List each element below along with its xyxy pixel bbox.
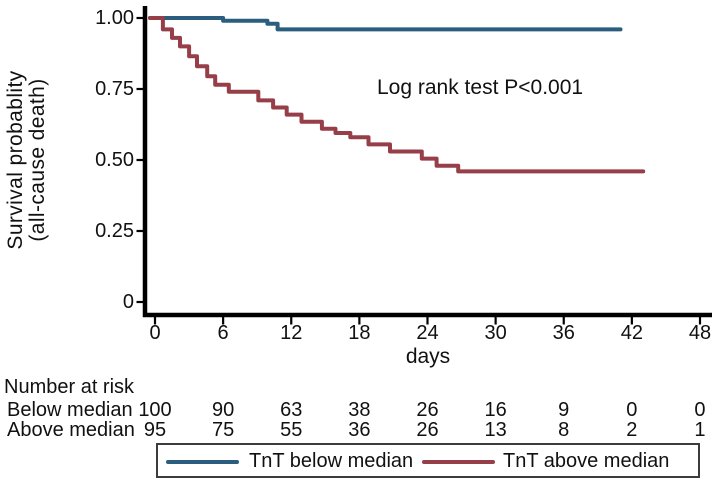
legend-label-tnt-above-median: TnT above median [503, 450, 670, 472]
risk-value: 63 [280, 399, 303, 421]
risk-table-header: Number at risk [4, 376, 135, 398]
y-axis-title-line2: (all-cause death) [26, 78, 49, 242]
survival-curve-tnt-above-median [148, 16, 646, 174]
risk-value: 36 [348, 419, 371, 441]
legend-swatch-tnt-above-median [422, 460, 495, 464]
risk-value: 75 [211, 419, 235, 441]
x-tick-label: 18 [348, 322, 371, 344]
risk-value: 26 [416, 399, 439, 421]
risk-value: 0 [694, 399, 706, 421]
risk-value: 95 [143, 419, 167, 441]
risk-value: 9 [558, 399, 570, 421]
legend-swatch-tnt-below-median [166, 460, 239, 464]
risk-value: 26 [416, 419, 439, 441]
risk-value: 100 [138, 399, 172, 421]
x-tick-label: 0 [149, 322, 161, 344]
y-axis-title-line1: Survival probablity [4, 70, 27, 250]
risk-value: 13 [484, 419, 507, 441]
risk-value: 55 [280, 419, 303, 441]
x-tick-label: 48 [688, 322, 712, 344]
x-axis-title: days [405, 345, 451, 368]
y-tick-label: 0.50 [95, 149, 134, 171]
risk-value: 8 [558, 419, 570, 441]
y-tick-label: 1.00 [95, 7, 134, 29]
x-tick-label: 30 [484, 322, 507, 344]
y-tick-label: 0.25 [95, 220, 134, 242]
x-tick-label: 12 [280, 322, 303, 344]
survival-curve-tnt-below-median [148, 16, 623, 32]
x-tick-label: 24 [416, 322, 439, 344]
x-tick-label: 36 [552, 322, 575, 344]
risk-value: 90 [211, 399, 235, 421]
x-tick-label: 42 [620, 322, 643, 344]
y-tick-label: 0 [122, 291, 134, 313]
risk-value: 38 [348, 399, 371, 421]
risk-value: 2 [626, 419, 638, 441]
log-rank-annotation: Log rank test P<0.001 [377, 76, 584, 99]
risk-value: 1 [694, 419, 706, 441]
legend-label-tnt-below-median: TnT below median [249, 450, 414, 472]
risk-row-label-below-median: Below median [7, 399, 133, 421]
legend: TnT below median TnT above median [156, 443, 700, 478]
risk-row-label-above-median: Above median [7, 419, 135, 441]
risk-value: 16 [484, 399, 507, 421]
x-tick-label: 6 [217, 322, 229, 344]
risk-value: 0 [626, 399, 638, 421]
y-tick-label: 0.75 [95, 78, 134, 100]
axes [142, 6, 712, 318]
